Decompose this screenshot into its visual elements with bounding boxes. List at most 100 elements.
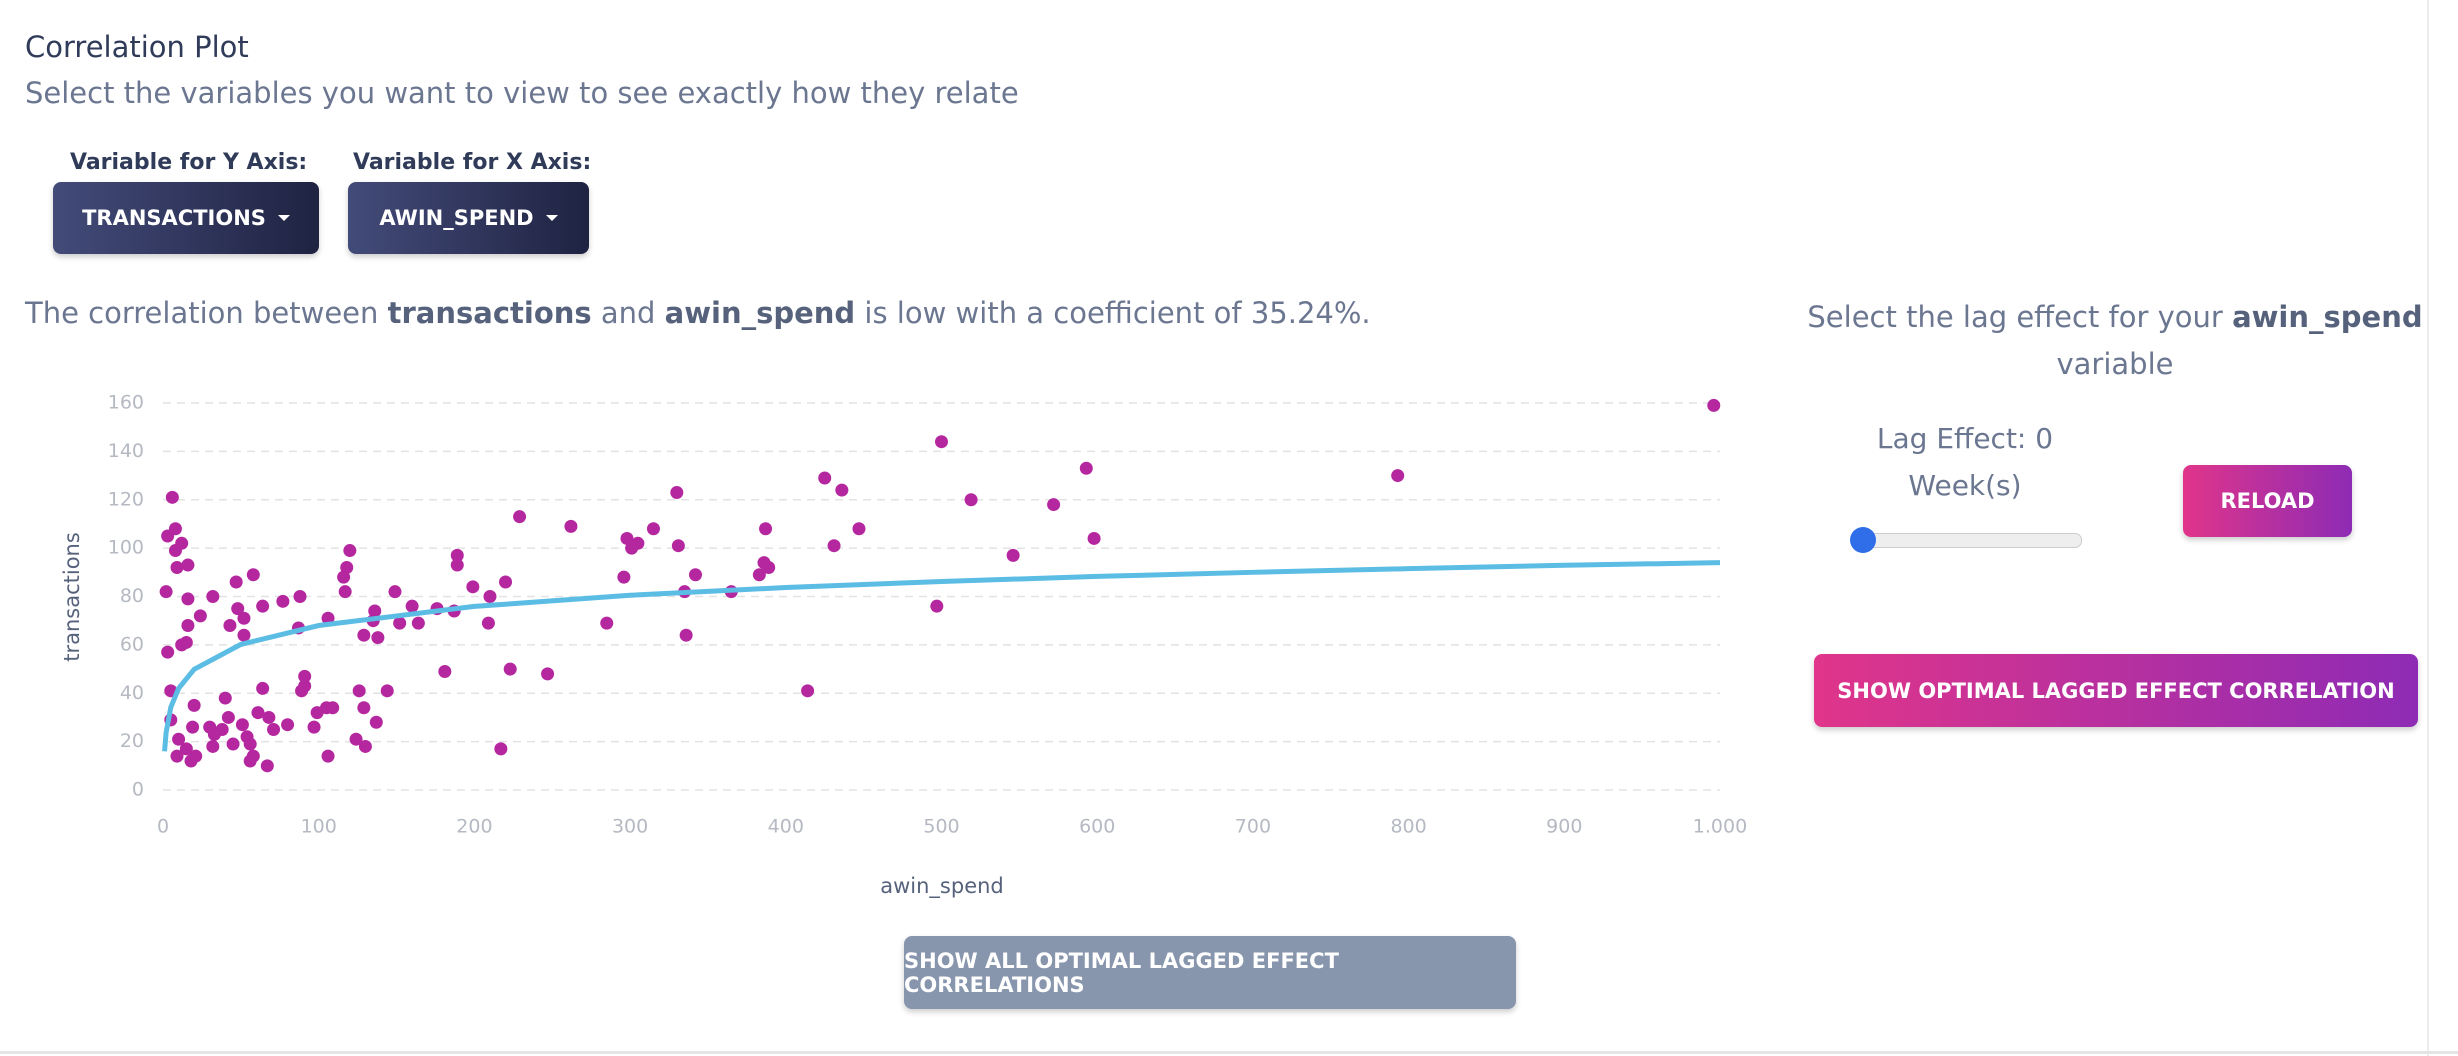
reload-button[interactable]: RELOAD xyxy=(2183,465,2352,537)
data-point xyxy=(186,720,200,734)
y-axis-label: transactions xyxy=(60,532,84,662)
data-point xyxy=(251,706,265,720)
x-variable-dropdown[interactable]: AWIN_SPEND xyxy=(348,182,589,254)
data-point xyxy=(207,727,221,741)
data-point xyxy=(184,754,198,768)
data-point xyxy=(262,710,276,724)
data-point xyxy=(357,628,371,642)
x-variable-label: Variable for X Axis: xyxy=(353,150,592,175)
data-point xyxy=(256,681,270,695)
x-tick-label: 700 xyxy=(1235,816,1271,838)
data-point xyxy=(326,701,340,715)
data-point xyxy=(206,590,220,603)
x-tick-label: 0 xyxy=(157,816,169,838)
data-point xyxy=(752,568,766,582)
data-point xyxy=(1047,498,1061,512)
data-point xyxy=(1006,548,1020,562)
data-point xyxy=(243,754,257,768)
data-point xyxy=(170,560,184,574)
data-point xyxy=(181,558,195,572)
chart: awin_spend transactions 0 20 40 60 80 100 120 1… xyxy=(60,392,1747,900)
data-point xyxy=(835,483,849,497)
y-tick-label: 80 xyxy=(120,585,144,607)
data-point xyxy=(298,669,312,683)
summary-text: is low with a coefficient of 35.24%. xyxy=(855,296,1371,330)
summary-variable: awin_spend xyxy=(664,296,856,330)
data-point xyxy=(307,720,321,734)
lag-prompt: Select the lag effect for your awin_spen… xyxy=(1800,294,2430,388)
data-point xyxy=(168,544,182,558)
data-point xyxy=(218,691,232,705)
correlation-summary: The correlation between transactions and… xyxy=(25,296,1371,330)
data-point xyxy=(1079,461,1093,475)
data-point xyxy=(368,604,382,618)
data-point xyxy=(181,592,195,606)
x-tick-label: 1.000 xyxy=(1693,816,1747,838)
data-point xyxy=(1087,531,1101,545)
y-tick-label: 40 xyxy=(120,682,144,704)
data-point xyxy=(762,560,776,574)
x-tick-label: 900 xyxy=(1546,816,1582,838)
data-point xyxy=(243,737,257,751)
data-point xyxy=(481,616,495,630)
page-title: Correlation Plot xyxy=(25,30,249,64)
y-tick-label: 60 xyxy=(120,633,144,655)
data-point xyxy=(226,737,240,751)
y-tick-label: 100 xyxy=(108,537,144,559)
y-tick-label: 160 xyxy=(108,392,144,414)
data-point xyxy=(564,519,578,533)
data-point xyxy=(852,522,866,536)
data-point xyxy=(343,544,357,558)
all-optimal-lags-button[interactable]: SHOW ALL OPTIMAL LAGGED EFFECT CORRELATI… xyxy=(904,936,1516,1009)
data-point xyxy=(352,684,366,698)
data-point xyxy=(281,718,295,732)
y-tick-label: 20 xyxy=(120,730,144,752)
data-point xyxy=(600,616,614,630)
data-point xyxy=(494,742,508,756)
data-point xyxy=(321,749,335,763)
data-point xyxy=(338,585,352,599)
summary-text: The correlation between xyxy=(25,296,388,330)
data-point xyxy=(541,667,555,681)
data-point xyxy=(620,531,634,545)
data-point xyxy=(179,742,193,756)
y-variable-label: Variable for Y Axis: xyxy=(70,150,308,175)
x-tick-label: 600 xyxy=(1079,816,1115,838)
data-point xyxy=(310,706,324,720)
data-point xyxy=(235,718,249,732)
data-point xyxy=(930,599,944,613)
data-point xyxy=(349,732,363,746)
y-variable-dropdown[interactable]: TRANSACTIONS xyxy=(53,182,319,254)
data-point xyxy=(260,759,274,773)
x-tick-label: 200 xyxy=(456,816,492,838)
data-point xyxy=(671,539,685,553)
data-point xyxy=(466,580,480,594)
data-point xyxy=(237,628,251,642)
lag-slider-handle[interactable] xyxy=(1850,527,1876,553)
data-point xyxy=(801,684,815,698)
panel-border xyxy=(0,1051,2458,1054)
data-point xyxy=(670,485,684,499)
data-point xyxy=(172,732,186,746)
data-point xyxy=(161,645,175,659)
data-point xyxy=(231,602,245,616)
y-tick-label: 140 xyxy=(108,440,144,462)
summary-variable: transactions xyxy=(387,296,592,330)
optimal-lag-button[interactable]: SHOW OPTIMAL LAGGED EFFECT CORRELATION xyxy=(1814,654,2418,727)
data-point xyxy=(187,698,201,712)
data-point xyxy=(450,548,464,562)
data-point xyxy=(625,541,639,555)
data-point xyxy=(206,739,220,753)
data-point xyxy=(293,590,307,603)
data-point xyxy=(371,631,385,645)
data-point xyxy=(256,599,270,613)
data-point xyxy=(646,522,660,536)
data-point xyxy=(369,715,383,729)
x-axis-label: awin_spend xyxy=(880,874,1004,899)
data-point xyxy=(276,594,290,608)
data-point xyxy=(229,575,243,589)
lag-slider[interactable] xyxy=(1852,533,2082,548)
data-point xyxy=(499,575,513,589)
prompt-text: Select the lag effect for your xyxy=(1807,300,2233,334)
